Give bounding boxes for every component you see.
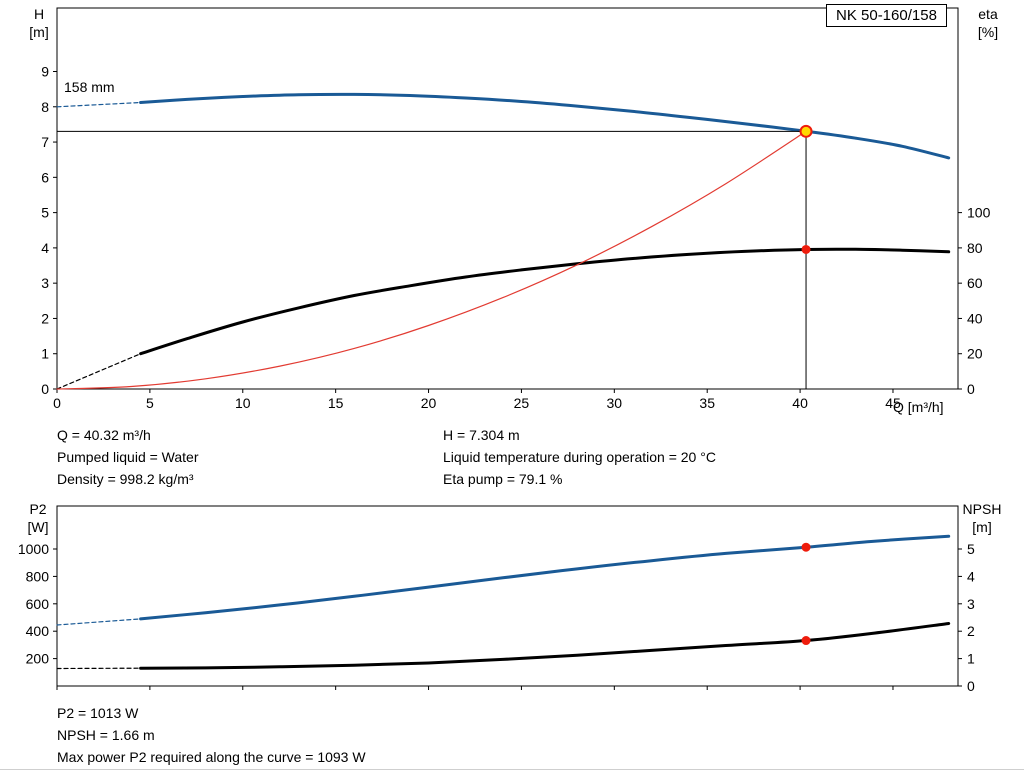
plot-frame — [56, 7, 959, 390]
h-axis-title: H [m] — [20, 5, 58, 41]
right-tick-label: 1 — [967, 651, 975, 667]
right-tick-label: 40 — [967, 310, 983, 326]
left-tick-label: 6 — [41, 169, 49, 185]
pump-model-badge: NK 50-160/158 — [826, 4, 947, 27]
right-tick-label: 100 — [967, 205, 991, 221]
left-tick-label: 800 — [26, 568, 50, 584]
duty-point-eta[interactable] — [801, 244, 811, 254]
eta-axis-title: eta [%] — [966, 5, 1010, 41]
operating-info-left: Q = 40.32 m³/h Pumped liquid = Water Den… — [57, 424, 199, 490]
eta-axis-unit-text: [%] — [977, 24, 999, 40]
impeller-diameter-label: 158 mm — [64, 79, 115, 95]
system-curve — [56, 130, 807, 390]
info-head: H = 7.304 m — [443, 427, 520, 443]
x-tick-label: 5 — [146, 395, 154, 411]
right-tick-label: 0 — [967, 381, 975, 397]
right-tick-label: 0 — [967, 678, 975, 694]
left-tick-label: 9 — [41, 64, 49, 80]
eta-axis-title-text: eta — [978, 6, 998, 22]
efficiency-curve — [56, 353, 142, 390]
left-tick-label: 1000 — [18, 541, 49, 557]
x-tick-label: 45 — [885, 395, 901, 411]
h-axis-title-text: H — [33, 6, 45, 22]
p2-axis-unit-text: [W] — [27, 519, 49, 535]
left-tick-label: 2 — [41, 310, 49, 326]
result-npsh: NPSH = 1.66 m — [57, 727, 155, 743]
right-tick-label: 60 — [967, 275, 983, 291]
h-axis-unit-text: [m] — [29, 24, 49, 40]
p2-npsh-chart: 200 400 600 800 1000 0 1 2 3 4 5 — [18, 505, 975, 694]
duty-point-p2[interactable] — [801, 542, 811, 552]
info-pumped-liquid: Pumped liquid = Water — [57, 449, 199, 465]
left-tick-label: 0 — [41, 381, 49, 397]
result-max-power: Max power P2 required along the curve = … — [57, 749, 366, 765]
bottom-divider — [0, 769, 1024, 770]
q-axis-label: Q [m³/h] — [893, 399, 944, 415]
p2-axis-title: P2 [W] — [18, 500, 58, 536]
npsh-axis-title-text: NPSH — [962, 501, 1002, 517]
info-density: Density = 998.2 kg/m³ — [57, 471, 194, 487]
result-p2: P2 = 1013 W — [57, 705, 139, 721]
left-tick-label: 3 — [41, 275, 49, 291]
info-liquid-temperature: Liquid temperature during operation = 20… — [443, 449, 716, 465]
right-tick-label: 80 — [967, 240, 983, 256]
p2-axis-title-text: P2 — [29, 501, 47, 517]
left-tick-label: 5 — [41, 205, 49, 221]
x-tick-label: 30 — [607, 395, 623, 411]
head-curve — [56, 101, 142, 108]
x-tick-label: 20 — [421, 395, 437, 411]
left-tick-label: 400 — [26, 623, 50, 639]
duty-point-head[interactable] — [799, 124, 813, 138]
x-tick-label: 0 — [53, 395, 61, 411]
npsh-axis-unit-text: [m] — [972, 519, 992, 535]
right-tick-label: 3 — [967, 596, 975, 612]
info-flow: Q = 40.32 m³/h — [57, 427, 151, 443]
right-tick-label: 5 — [967, 541, 975, 557]
npsh-axis-title: NPSH [m] — [956, 500, 1008, 536]
plot-frame — [56, 505, 959, 687]
p2-curve — [139, 534, 951, 621]
results-block: P2 = 1013 W NPSH = 1.66 m Max power P2 r… — [57, 702, 366, 768]
left-tick-label: 7 — [41, 134, 49, 150]
efficiency-curve — [139, 247, 951, 356]
x-tick-label: 40 — [792, 395, 808, 411]
x-tick-label: 15 — [328, 395, 344, 411]
duty-point-npsh[interactable] — [801, 636, 811, 646]
info-eta-pump: Eta pump = 79.1 % — [443, 471, 563, 487]
left-tick-label: 4 — [41, 240, 49, 256]
p2-curve — [56, 618, 142, 626]
left-tick-label: 200 — [26, 651, 50, 667]
npsh-curve — [139, 622, 951, 670]
right-tick-label: 2 — [967, 623, 975, 639]
left-tick-label: 600 — [26, 596, 50, 612]
x-tick-label: 10 — [235, 395, 251, 411]
head-curve — [139, 92, 951, 160]
x-tick-label: 35 — [699, 395, 715, 411]
left-tick-label: 1 — [41, 346, 49, 362]
left-tick-label: 8 — [41, 99, 49, 115]
right-tick-label: 20 — [967, 346, 983, 362]
operating-info-right: H = 7.304 m Liquid temperature during op… — [443, 424, 716, 490]
right-tick-label: 4 — [967, 568, 975, 584]
x-tick-label: 25 — [514, 395, 530, 411]
